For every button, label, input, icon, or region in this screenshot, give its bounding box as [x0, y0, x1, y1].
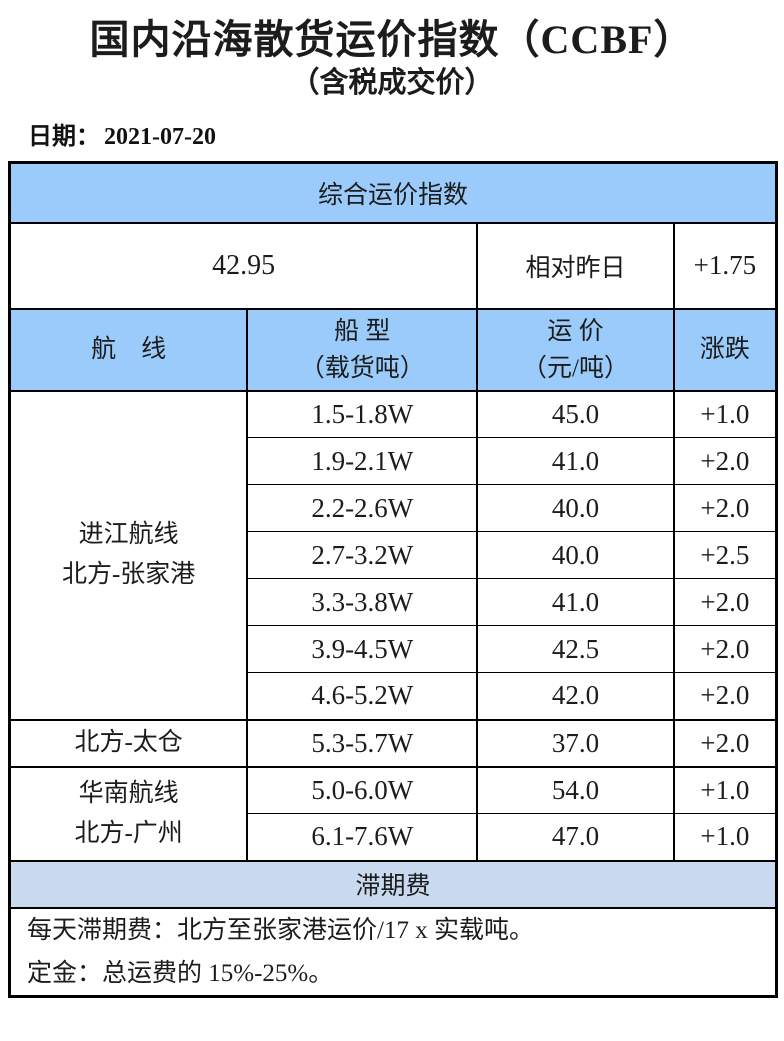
ship-type-cell: 3.9-4.5W	[246, 625, 479, 673]
demurrage-note-line1: 每天滞期费：北方至张家港运价/17 x 实载吨。	[27, 916, 534, 944]
table-header-row: 航 线 船 型 （载货吨） 运 价 （元/吨） 涨跌	[8, 307, 778, 391]
price-cell: 41.0	[476, 578, 675, 626]
ship-type-cell: 5.0-6.0W	[246, 765, 479, 814]
demurrage-note-line2: 定金：总运费的 15%-25%。	[27, 959, 334, 987]
change-cell: +2.5	[672, 531, 778, 579]
route-line: 进江航线	[78, 521, 179, 548]
ship-type-cell: 2.7-3.2W	[246, 531, 479, 579]
price-cell: 45.0	[476, 389, 675, 438]
route-line: 北方-太仓	[74, 729, 183, 756]
column-header-ship-type: 船 型 （载货吨）	[246, 307, 479, 391]
composite-index-change: +1.75	[672, 221, 778, 309]
route-line: 华南航线	[78, 779, 179, 807]
table-row: 北方-太仓 5.3-5.7W 37.0 +2.0	[8, 718, 778, 767]
ship-type-cell: 3.3-3.8W	[246, 578, 479, 626]
table-row: 3.3-3.8W 41.0 +2.0	[10, 578, 778, 626]
column-header-price-line2: （元/吨）	[522, 354, 629, 382]
ship-type-cell: 1.5-1.8W	[246, 389, 479, 438]
ship-type-cell: 2.2-2.6W	[246, 484, 479, 532]
column-header-price-line1: 运 价	[547, 317, 604, 345]
price-cell: 42.0	[476, 672, 675, 720]
table-row: 42.95 相对昨日 +1.75	[8, 221, 778, 309]
column-header-route: 航 线	[8, 307, 249, 391]
change-cell: +2.0	[672, 718, 778, 767]
change-cell: +1.0	[672, 813, 778, 861]
date-value: 2021-07-20	[104, 124, 216, 150]
price-cell: 37.0	[476, 718, 675, 767]
demurrage-notes: 每天滞期费：北方至张家港运价/17 x 实载吨。 定金：总运费的 15%-25%…	[8, 906, 778, 996]
change-cell: +1.0	[672, 389, 778, 438]
table-row: 综合运价指数	[8, 161, 778, 223]
change-cell: +2.0	[672, 484, 778, 532]
column-header-change: 涨跌	[672, 307, 778, 391]
change-cell: +1.0	[672, 765, 778, 814]
price-cell: 42.5	[476, 625, 675, 673]
page-subtitle: （含税成交价）	[290, 67, 494, 99]
price-cell: 54.0	[476, 765, 675, 814]
price-cell: 47.0	[476, 813, 675, 861]
date-label: 日期：	[28, 124, 100, 150]
ship-type-cell: 1.9-2.1W	[246, 437, 479, 485]
table-row: 进江航线 北方-张家港 1.5-1.8W 45.0 +1.0	[8, 389, 778, 720]
route-cell: 华南航线 北方-广州	[8, 765, 249, 861]
change-cell: +2.0	[672, 625, 778, 673]
change-cell: +2.0	[672, 672, 778, 720]
page-title: 国内沿海散货运价指数（CCBF）	[89, 17, 695, 62]
route-cell: 进江航线 北方-张家港	[8, 389, 249, 720]
price-cell: 40.0	[476, 531, 675, 579]
composite-index-value: 42.95	[8, 221, 479, 309]
date-line: 日期： 2021-07-20	[28, 116, 784, 151]
demurrage-header: 滞期费	[8, 859, 778, 908]
table-row: 华南航线 北方-广州 5.0-6.0W 54.0 +1.0	[8, 765, 778, 861]
price-cell: 41.0	[476, 437, 675, 485]
column-header-price: 运 价 （元/吨）	[476, 307, 675, 391]
price-cell: 40.0	[476, 484, 675, 532]
column-header-ship-type-line2: （载货吨）	[299, 354, 425, 382]
table-row: 4.6-5.2W 42.0 +2.0	[10, 672, 778, 720]
column-header-ship-type-line1: 船 型	[334, 317, 391, 345]
table-row: 3.9-4.5W 42.5 +2.0	[10, 625, 778, 673]
freight-index-table: 综合运价指数 42.95 相对昨日 +1.75 航 线 船 型 （载货吨） 运 …	[8, 161, 778, 998]
route-line: 北方-广州	[74, 819, 183, 847]
ship-type-cell: 6.1-7.6W	[246, 813, 479, 861]
composite-index-header: 综合运价指数	[8, 161, 778, 223]
change-cell: +2.0	[672, 437, 778, 485]
table-row: 滞期费	[8, 859, 778, 908]
relative-yesterday-label: 相对昨日	[476, 221, 675, 309]
ship-type-cell: 5.3-5.7W	[246, 718, 479, 767]
ship-type-cell: 4.6-5.2W	[246, 672, 479, 720]
route-line: 北方-张家港	[61, 561, 196, 588]
table-row: 2.7-3.2W 40.0 +2.5	[10, 531, 778, 579]
route-cell: 北方-太仓	[8, 718, 249, 767]
change-cell: +2.0	[672, 578, 778, 626]
table-row: 2.2-2.6W 40.0 +2.0	[10, 484, 778, 532]
table-row: 1.9-2.1W 41.0 +2.0	[10, 437, 778, 485]
table-row: 6.1-7.6W 47.0 +1.0	[10, 813, 778, 861]
table-row: 每天滞期费：北方至张家港运价/17 x 实载吨。 定金：总运费的 15%-25%…	[8, 906, 778, 996]
